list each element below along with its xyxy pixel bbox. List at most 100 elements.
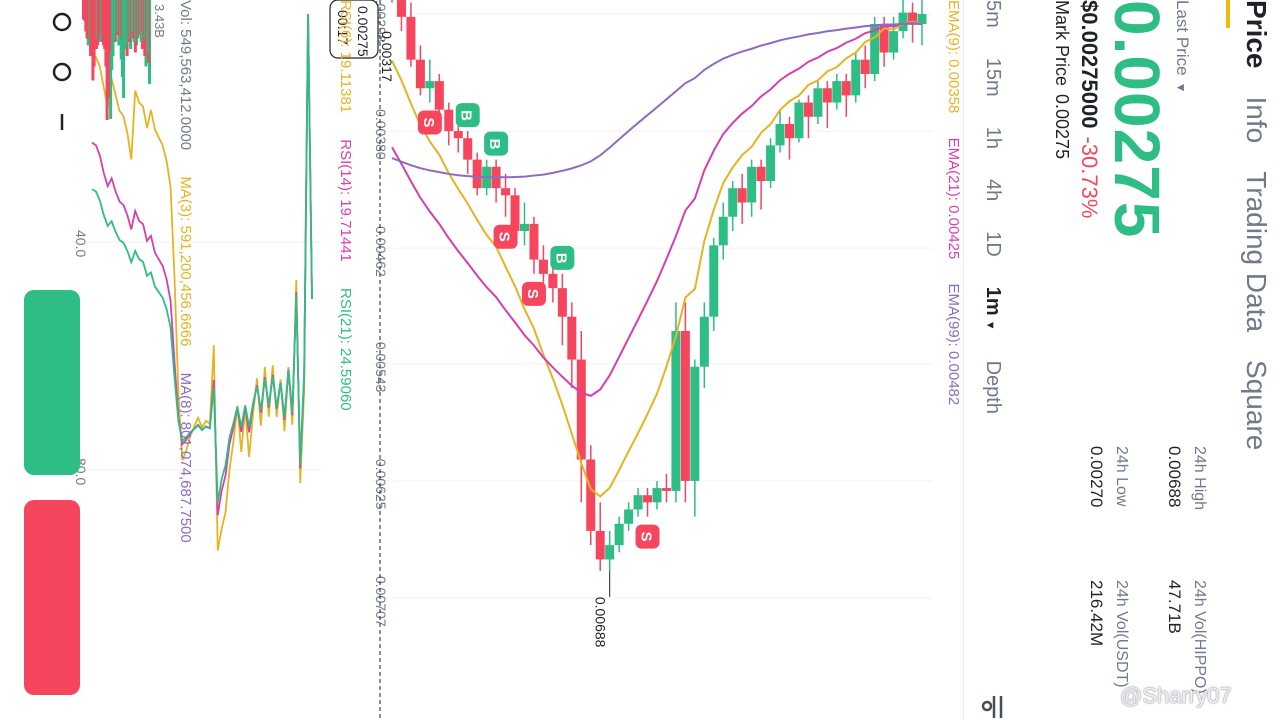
candle-body — [860, 59, 870, 74]
candle-body — [898, 12, 908, 32]
candle-body — [671, 330, 681, 491]
rsi-axis-label: 40.0 — [73, 230, 89, 257]
stat-24h-high: 24h High 0.00688 — [1164, 446, 1208, 576]
buy-marker — [550, 245, 575, 270]
countdown-label: 00:17 — [335, 10, 351, 45]
rsi21-legend: RSI(21): 24.59060 — [337, 288, 354, 411]
interval-15m[interactable]: 15m — [982, 57, 1005, 97]
sell-marker — [521, 281, 546, 306]
sell-marker — [493, 224, 518, 249]
candle-body — [775, 123, 785, 146]
interval-1m-label: 1m — [982, 286, 1005, 316]
sell-marker-label: S — [524, 289, 541, 299]
sell-marker-label: S — [420, 118, 437, 128]
volume-axis-label: 3.43B — [152, 4, 167, 38]
candle-body — [747, 166, 757, 203]
candle-body — [643, 495, 653, 503]
candle-body — [406, 16, 416, 60]
price-axis-label: 0.00462 — [373, 226, 389, 277]
rsi6-legend: RSI(6): 19.11381 — [337, 0, 354, 114]
ma3-legend: MA(3): 591,200,456.6666 — [177, 176, 194, 347]
candle-body — [690, 366, 700, 481]
candle-body — [917, 14, 927, 24]
stat-value: 0.00270 — [1087, 446, 1106, 508]
mark-price-line: Mark Price 0.00275 — [1051, 0, 1072, 159]
share-icon[interactable] — [50, 110, 74, 134]
price-axis-label: 0.00543 — [373, 342, 389, 393]
candle-body — [463, 138, 473, 160]
candle-body — [434, 81, 444, 110]
interval-1h[interactable]: 1h — [982, 126, 1005, 149]
ema9-line — [391, 20, 923, 498]
candle-body — [510, 195, 520, 232]
bottom-action-bar — [0, 0, 84, 720]
last-price-selector[interactable]: Last Price ▼ — [1172, 0, 1192, 93]
candle-body — [605, 545, 615, 560]
alert-icon[interactable] — [50, 60, 74, 84]
candle-body — [624, 509, 634, 524]
volume-legend: Vol: 549,563,412.0000 MA(3): 591,200,456… — [172, 0, 194, 720]
rsi14-legend: RSI(14): 19.71441 — [337, 139, 354, 262]
interval-bar: 5m 15m 1h 4h 1D 1m ▼ Depth — [963, 0, 1022, 720]
interval-4h[interactable]: 4h — [982, 178, 1005, 202]
price-axis-label: 0.00707 — [373, 576, 389, 627]
candle-body — [453, 131, 463, 139]
usd-price: $0.00275000 — [1077, 0, 1102, 129]
tab-depth[interactable]: Depth — [982, 360, 1005, 414]
sell-button[interactable] — [24, 500, 80, 695]
tab-trading-data[interactable]: Trading Data — [1241, 171, 1273, 333]
candle-body — [548, 273, 558, 289]
candle-body — [557, 288, 567, 317]
interval-1m-dropdown[interactable]: 1m ▼ — [982, 287, 1005, 331]
candle-body — [737, 188, 747, 203]
interval-5m[interactable]: 5m — [982, 0, 1005, 28]
mark-price-value: 0.00275 — [1052, 94, 1072, 160]
volume-bar — [82, 0, 85, 20]
interval-1d[interactable]: 1D — [982, 231, 1005, 257]
candle-body — [661, 488, 671, 491]
candle-body — [699, 316, 709, 367]
candle-body — [766, 145, 776, 182]
candle-body — [576, 359, 586, 460]
vol-legend: Vol: 549,563,412.0000 — [177, 0, 194, 151]
buy-button[interactable] — [24, 290, 80, 475]
candle-body — [567, 316, 577, 360]
candle-body — [595, 530, 605, 560]
sell-marker — [635, 524, 660, 549]
ema21-line — [391, 21, 923, 397]
candle-body — [633, 495, 643, 510]
buy-marker — [455, 103, 480, 128]
mark-price-label: Mark Price — [1052, 0, 1072, 87]
price-change: -30.73% — [1077, 136, 1102, 219]
candle-body — [652, 488, 662, 503]
last-price-label: Last Price — [1173, 0, 1192, 76]
last-price-value: 0.00275 — [1101, 0, 1173, 239]
candle-body — [889, 31, 899, 53]
tab-price[interactable]: Price — [1241, 0, 1273, 69]
stat-label: 24h Low — [1113, 446, 1130, 507]
candle-body — [529, 223, 539, 260]
candle-body — [614, 523, 624, 546]
candle-body — [832, 81, 842, 103]
high-marker-label: 0.00688 — [593, 597, 609, 648]
candle-body — [728, 188, 738, 217]
rsi-legend: RSI(6): 19.11381 RSI(14): 19.71441 RSI(2… — [332, 0, 354, 720]
ma8-legend: MA(8): 801,074,687.7500 — [177, 372, 194, 543]
indicator-settings-icon[interactable] — [981, 694, 1005, 720]
usd-price-line: $0.00275000 -30.73% — [1076, 0, 1102, 218]
more-icon[interactable] — [50, 10, 74, 34]
stat-value: 216.42M — [1087, 580, 1106, 647]
sell-marker-label: S — [638, 532, 655, 542]
tab-info[interactable]: Info — [1241, 96, 1273, 144]
current-price-tag — [329, 0, 379, 59]
low-marker-label: 0.00317 — [379, 31, 395, 82]
price-chart[interactable]: 0.002980.003800.004620.005430.006250.007… — [42, 0, 972, 720]
ema99-line — [391, 22, 923, 179]
stat-24h-low: 24h Low 0.00270 — [1086, 446, 1130, 576]
candle-body — [851, 59, 861, 96]
rsi21-line — [91, 13, 313, 503]
tab-square[interactable]: Square — [1241, 360, 1273, 451]
candle-body — [538, 259, 548, 274]
price-axis-label: 0.00380 — [373, 109, 389, 160]
